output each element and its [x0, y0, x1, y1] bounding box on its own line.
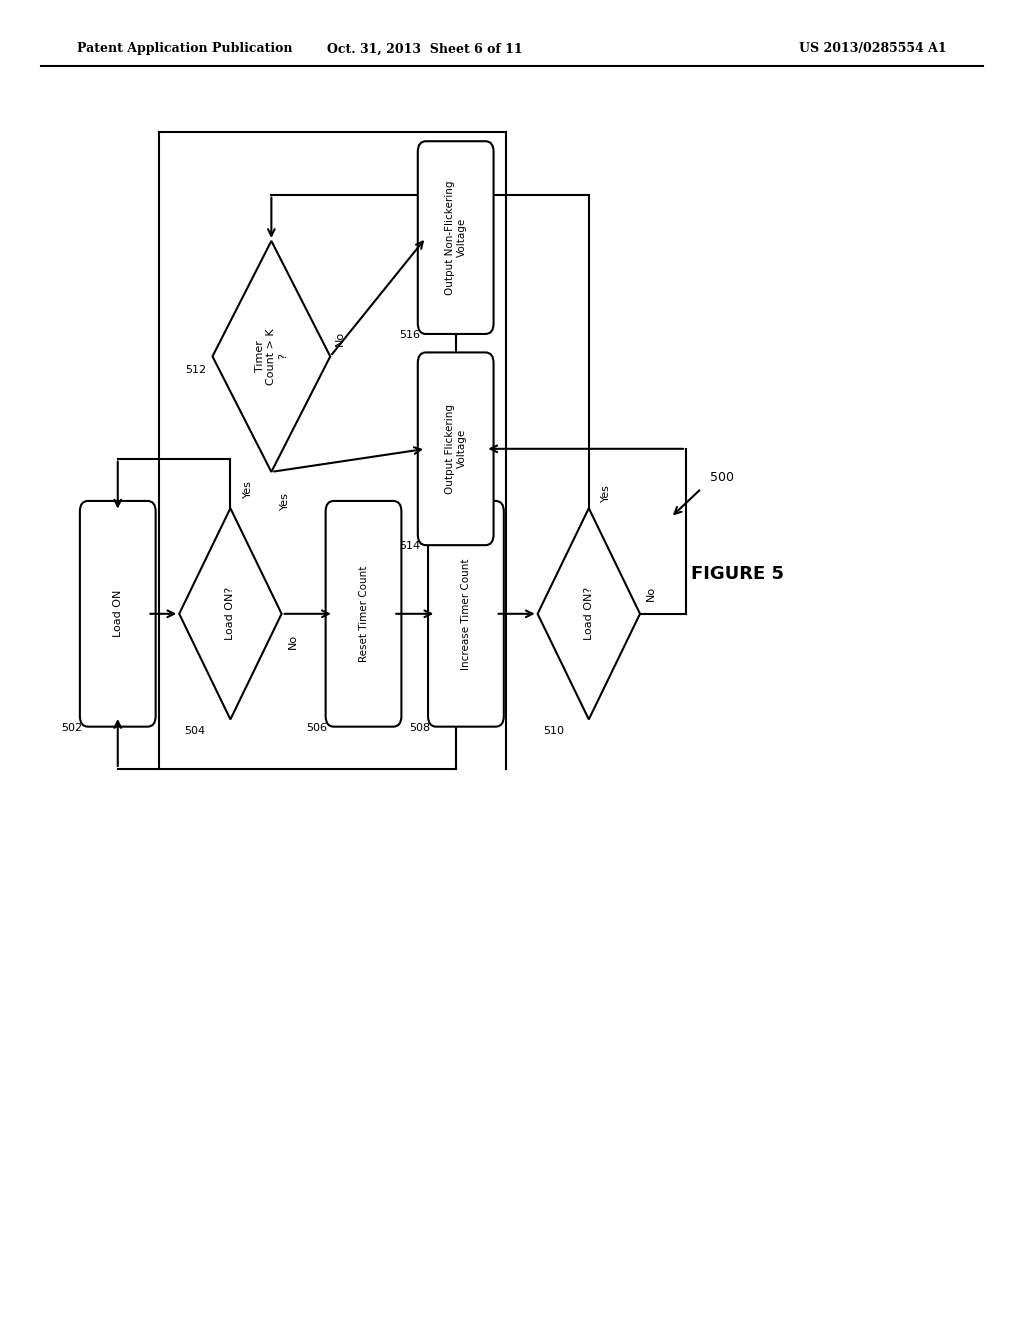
- Text: Oct. 31, 2013  Sheet 6 of 11: Oct. 31, 2013 Sheet 6 of 11: [327, 42, 523, 55]
- Text: Load ON?: Load ON?: [584, 587, 594, 640]
- FancyBboxPatch shape: [418, 352, 494, 545]
- Text: No: No: [336, 331, 345, 346]
- Polygon shape: [179, 508, 282, 719]
- FancyBboxPatch shape: [428, 500, 504, 726]
- Text: No: No: [288, 634, 298, 648]
- Text: Increase Timer Count: Increase Timer Count: [461, 558, 471, 669]
- Text: Yes: Yes: [601, 483, 611, 502]
- Text: Yes: Yes: [243, 479, 253, 498]
- Text: Yes: Yes: [280, 492, 290, 510]
- Text: Timer
Count > K
?: Timer Count > K ?: [255, 329, 288, 384]
- Text: 500: 500: [710, 471, 734, 484]
- Text: No: No: [646, 586, 656, 601]
- Text: 506: 506: [306, 722, 328, 733]
- Text: Load ON?: Load ON?: [225, 587, 236, 640]
- Text: Output Non-Flickering
Voltage: Output Non-Flickering Voltage: [444, 181, 467, 294]
- Text: 516: 516: [398, 330, 420, 341]
- Text: FIGURE 5: FIGURE 5: [691, 565, 783, 583]
- Text: 504: 504: [184, 726, 206, 737]
- Text: 512: 512: [185, 364, 207, 375]
- FancyBboxPatch shape: [80, 500, 156, 726]
- Text: 508: 508: [409, 722, 430, 733]
- Text: Patent Application Publication: Patent Application Publication: [77, 42, 292, 55]
- FancyBboxPatch shape: [326, 500, 401, 726]
- Text: 502: 502: [60, 722, 82, 733]
- Text: Output Flickering
Voltage: Output Flickering Voltage: [444, 404, 467, 494]
- FancyBboxPatch shape: [418, 141, 494, 334]
- Text: 510: 510: [543, 726, 564, 737]
- Text: Load ON: Load ON: [113, 590, 123, 638]
- Text: 514: 514: [398, 541, 420, 552]
- Text: US 2013/0285554 A1: US 2013/0285554 A1: [799, 42, 946, 55]
- Polygon shape: [213, 242, 330, 473]
- Polygon shape: [538, 508, 640, 719]
- Text: Reset Timer Count: Reset Timer Count: [358, 565, 369, 663]
